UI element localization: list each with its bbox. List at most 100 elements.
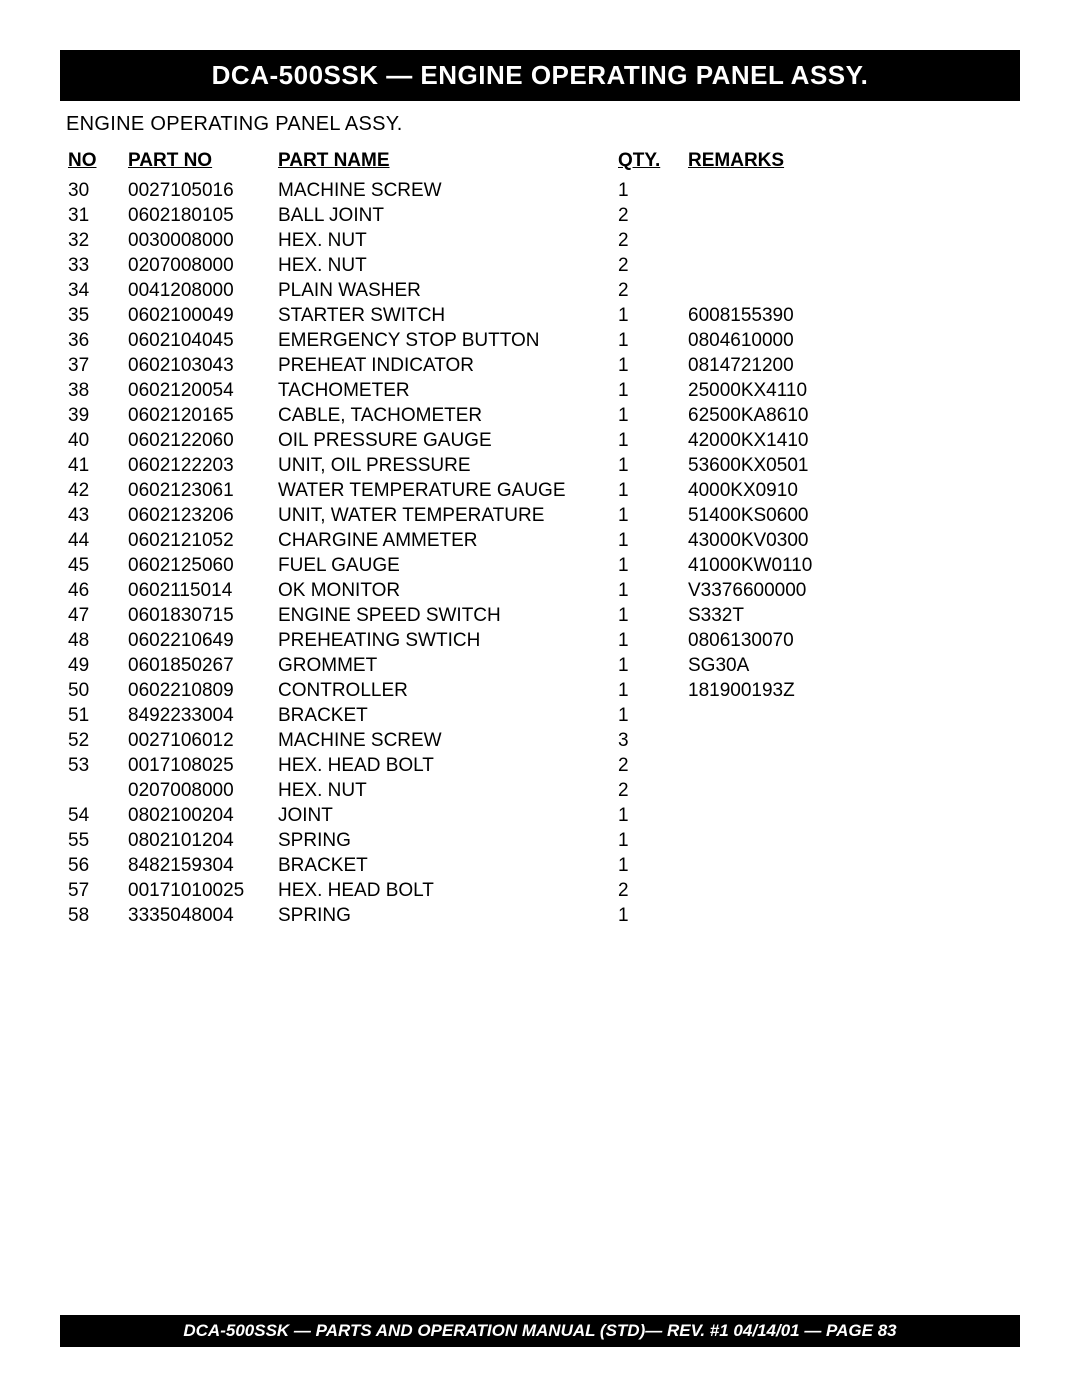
cell-qty: 1 — [610, 578, 680, 603]
page-footer-bar: DCA-500SSK — PARTS AND OPERATION MANUAL … — [60, 1315, 1020, 1347]
cell-part_no: 0601850267 — [120, 653, 270, 678]
table-row: 340041208000PLAIN WASHER2 — [60, 278, 1020, 303]
cell-remarks: 41000KW0110 — [680, 553, 1020, 578]
cell-no: 32 — [60, 228, 120, 253]
cell-no: 36 — [60, 328, 120, 353]
parts-table: NO PART NO PART NAME QTY. REMARKS 300027… — [60, 146, 1020, 928]
table-row: 520027106012MACHINE SCREW3 — [60, 728, 1020, 753]
table-row: 480602210649PREHEATING SWTICH10806130070 — [60, 628, 1020, 653]
cell-remarks: 43000KV0300 — [680, 528, 1020, 553]
table-row: 583335048004SPRING1 — [60, 903, 1020, 928]
cell-qty: 1 — [610, 453, 680, 478]
table-row: 550802101204SPRING1 — [60, 828, 1020, 853]
cell-part_name: STARTER SWITCH — [270, 303, 610, 328]
cell-remarks: SG30A — [680, 653, 1020, 678]
cell-qty: 2 — [610, 253, 680, 278]
cell-remarks — [680, 853, 1020, 878]
cell-qty: 1 — [610, 528, 680, 553]
table-row: 490601850267GROMMET1SG30A — [60, 653, 1020, 678]
cell-no: 47 — [60, 603, 120, 628]
cell-part_name: HEX. NUT — [270, 228, 610, 253]
cell-qty: 1 — [610, 653, 680, 678]
cell-part_name: CONTROLLER — [270, 678, 610, 703]
cell-no: 41 — [60, 453, 120, 478]
cell-part_no: 0601830715 — [120, 603, 270, 628]
col-header-qty: QTY. — [610, 146, 680, 178]
table-row: 420602123061WATER TEMPERATURE GAUGE14000… — [60, 478, 1020, 503]
cell-qty: 1 — [610, 303, 680, 328]
cell-no: 34 — [60, 278, 120, 303]
col-header-part-no: PART NO — [120, 146, 270, 178]
cell-no — [60, 778, 120, 803]
cell-qty: 2 — [610, 203, 680, 228]
cell-remarks: 42000KX1410 — [680, 428, 1020, 453]
cell-part_name: ENGINE SPEED SWITCH — [270, 603, 610, 628]
cell-remarks: V3376600000 — [680, 578, 1020, 603]
cell-no: 35 — [60, 303, 120, 328]
cell-part_name: CHARGINE AMMETER — [270, 528, 610, 553]
cell-remarks — [680, 903, 1020, 928]
cell-qty: 2 — [610, 878, 680, 903]
cell-no: 50 — [60, 678, 120, 703]
cell-no: 33 — [60, 253, 120, 278]
cell-qty: 1 — [610, 828, 680, 853]
cell-part_name: MACHINE SCREW — [270, 178, 610, 203]
cell-part_no: 0602100049 — [120, 303, 270, 328]
cell-part_no: 00171010025 — [120, 878, 270, 903]
cell-part_name: SPRING — [270, 828, 610, 853]
cell-part_name: UNIT, OIL PRESSURE — [270, 453, 610, 478]
cell-part_no: 0602123061 — [120, 478, 270, 503]
cell-part_no: 0027106012 — [120, 728, 270, 753]
cell-part_no: 0041208000 — [120, 278, 270, 303]
cell-no: 43 — [60, 503, 120, 528]
cell-qty: 3 — [610, 728, 680, 753]
cell-no: 53 — [60, 753, 120, 778]
cell-remarks — [680, 753, 1020, 778]
table-row: 380602120054TACHOMETER125000KX4110 — [60, 378, 1020, 403]
cell-part_name: PREHEATING SWTICH — [270, 628, 610, 653]
cell-qty: 1 — [610, 703, 680, 728]
cell-part_no: 0017108025 — [120, 753, 270, 778]
cell-no: 30 — [60, 178, 120, 203]
cell-part_no: 0602123206 — [120, 503, 270, 528]
cell-part_no: 0602122060 — [120, 428, 270, 453]
cell-qty: 1 — [610, 428, 680, 453]
cell-no: 44 — [60, 528, 120, 553]
cell-part_name: OK MONITOR — [270, 578, 610, 603]
cell-remarks — [680, 178, 1020, 203]
cell-qty: 1 — [610, 803, 680, 828]
cell-part_name: WATER TEMPERATURE GAUGE — [270, 478, 610, 503]
cell-remarks — [680, 878, 1020, 903]
cell-part_name: UNIT, WATER TEMPERATURE — [270, 503, 610, 528]
cell-remarks: 0814721200 — [680, 353, 1020, 378]
cell-remarks — [680, 203, 1020, 228]
cell-part_name: MACHINE SCREW — [270, 728, 610, 753]
cell-part_no: 0602120165 — [120, 403, 270, 428]
cell-remarks: 6008155390 — [680, 303, 1020, 328]
table-row: 440602121052CHARGINE AMMETER143000KV0300 — [60, 528, 1020, 553]
cell-no: 38 — [60, 378, 120, 403]
cell-part_name: PLAIN WASHER — [270, 278, 610, 303]
cell-part_name: FUEL GAUGE — [270, 553, 610, 578]
cell-part_no: 0027105016 — [120, 178, 270, 203]
table-row: 370602103043PREHEAT INDICATOR10814721200 — [60, 353, 1020, 378]
footer-text: DCA-500SSK — PARTS AND OPERATION MANUAL … — [183, 1321, 896, 1340]
cell-part_name: TACHOMETER — [270, 378, 610, 403]
cell-remarks — [680, 803, 1020, 828]
cell-remarks — [680, 278, 1020, 303]
cell-qty: 1 — [610, 478, 680, 503]
cell-qty: 1 — [610, 503, 680, 528]
cell-qty: 1 — [610, 178, 680, 203]
cell-remarks: 0804610000 — [680, 328, 1020, 353]
table-row: 400602122060OIL PRESSURE GAUGE142000KX14… — [60, 428, 1020, 453]
cell-part_no: 0602115014 — [120, 578, 270, 603]
table-row: 500602210809CONTROLLER1181900193Z — [60, 678, 1020, 703]
cell-no: 52 — [60, 728, 120, 753]
cell-no: 42 — [60, 478, 120, 503]
cell-qty: 2 — [610, 778, 680, 803]
cell-part_name: BRACKET — [270, 853, 610, 878]
cell-part_no: 0602125060 — [120, 553, 270, 578]
cell-remarks — [680, 728, 1020, 753]
cell-remarks — [680, 228, 1020, 253]
cell-remarks: 4000KX0910 — [680, 478, 1020, 503]
